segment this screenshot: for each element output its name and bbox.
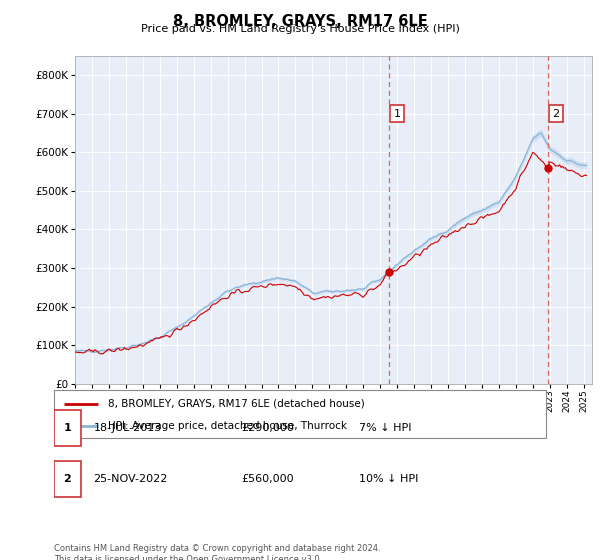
Text: 2: 2 [553, 109, 559, 119]
Text: HPI: Average price, detached house, Thurrock: HPI: Average price, detached house, Thur… [108, 421, 347, 431]
Text: 8, BROMLEY, GRAYS, RM17 6LE: 8, BROMLEY, GRAYS, RM17 6LE [173, 14, 427, 29]
Text: 25-NOV-2022: 25-NOV-2022 [94, 474, 168, 484]
Text: Contains HM Land Registry data © Crown copyright and database right 2024.
This d: Contains HM Land Registry data © Crown c… [54, 544, 380, 560]
Text: 8, BROMLEY, GRAYS, RM17 6LE (detached house): 8, BROMLEY, GRAYS, RM17 6LE (detached ho… [108, 399, 365, 409]
Text: 10% ↓ HPI: 10% ↓ HPI [359, 474, 418, 484]
Text: £290,000: £290,000 [241, 423, 294, 433]
Text: 1: 1 [394, 109, 401, 119]
Text: Price paid vs. HM Land Registry's House Price Index (HPI): Price paid vs. HM Land Registry's House … [140, 24, 460, 34]
Text: 2: 2 [64, 474, 71, 484]
Text: 7% ↓ HPI: 7% ↓ HPI [359, 423, 412, 433]
FancyBboxPatch shape [54, 410, 81, 446]
FancyBboxPatch shape [54, 390, 546, 438]
Text: 1: 1 [64, 423, 71, 433]
Text: 18-JUL-2013: 18-JUL-2013 [94, 423, 161, 433]
Text: £560,000: £560,000 [241, 474, 293, 484]
FancyBboxPatch shape [54, 460, 81, 497]
